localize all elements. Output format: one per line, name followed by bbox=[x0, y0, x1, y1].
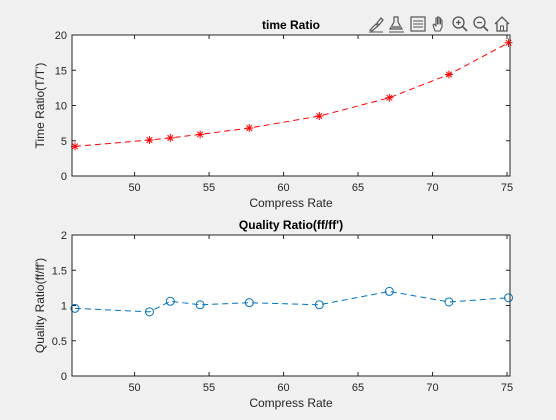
pan-hand-icon bbox=[432, 16, 443, 32]
insert-legend-icon bbox=[410, 16, 426, 32]
data-point bbox=[195, 300, 205, 310]
data-point bbox=[314, 300, 324, 310]
data-point bbox=[165, 296, 175, 306]
data-point bbox=[504, 38, 513, 47]
asterisk-stroke bbox=[246, 124, 253, 132]
y-axis-label: Quality Ratio(ff/ff') bbox=[33, 258, 47, 353]
chart-title: Quality Ratio(ff/ff') bbox=[239, 218, 343, 232]
x-tick-label: 60 bbox=[277, 182, 289, 194]
data-point bbox=[444, 297, 454, 307]
x-tick-label: 75 bbox=[501, 382, 513, 394]
asterisk-stroke bbox=[445, 71, 453, 78]
y-axis-label: Time Ratio(T/T') bbox=[33, 63, 47, 149]
y-tick-label: 0.5 bbox=[52, 336, 67, 348]
data-point bbox=[145, 136, 154, 145]
axes-border bbox=[71, 234, 511, 377]
y-tick-label: 0 bbox=[61, 371, 67, 383]
chart-title: time Ratio bbox=[262, 18, 320, 32]
home-icon bbox=[494, 16, 510, 32]
asterisk-stroke bbox=[167, 134, 174, 142]
data-point bbox=[244, 298, 254, 308]
asterisk-stroke bbox=[146, 136, 153, 144]
axes-2: Quality Ratio(ff/ff') 50 55 60 65 70 75 0 0.5 1 1.… bbox=[33, 218, 513, 410]
y-tick-label: 20 bbox=[55, 30, 67, 42]
data-point bbox=[245, 124, 254, 133]
x-tick-label: 70 bbox=[426, 382, 438, 394]
axes-border bbox=[71, 34, 511, 177]
data-point bbox=[144, 307, 154, 317]
zoom-out-button[interactable] bbox=[471, 14, 491, 34]
x-tick-label: 55 bbox=[203, 182, 215, 194]
y-tick-label: 1 bbox=[61, 301, 67, 313]
y-tick-label: 15 bbox=[55, 65, 67, 77]
axes-1: time Ratio 50 55 60 65 70 75 0 5 10 15 20 Compress R… bbox=[33, 18, 513, 210]
y-tick-label: 1.5 bbox=[52, 265, 67, 277]
x-axis-label: Compress Rate bbox=[249, 196, 333, 210]
x-axis-label: Compress Rate bbox=[249, 396, 333, 410]
asterisk-stroke bbox=[71, 143, 79, 150]
series-line bbox=[74, 290, 509, 313]
data-point bbox=[504, 293, 514, 303]
y-tick-label: 10 bbox=[55, 101, 67, 113]
data-point bbox=[444, 70, 453, 79]
x-tick-label: 75 bbox=[501, 182, 513, 194]
asterisk-stroke bbox=[386, 94, 393, 101]
asterisk-stroke bbox=[196, 131, 204, 138]
home-button[interactable] bbox=[492, 14, 512, 34]
data-point bbox=[384, 286, 394, 296]
zoom-in-button[interactable] bbox=[450, 14, 470, 34]
data-point bbox=[166, 133, 175, 142]
data-point bbox=[315, 112, 324, 121]
x-tick-label: 50 bbox=[128, 182, 140, 194]
y-tick-label: 0 bbox=[61, 171, 67, 183]
x-tick-label: 70 bbox=[426, 182, 438, 194]
x-tick-label: 60 bbox=[277, 382, 289, 394]
data-tips-icon bbox=[388, 16, 404, 33]
plot-area bbox=[72, 235, 510, 376]
x-tick-label: 65 bbox=[352, 382, 364, 394]
y-tick-label: 5 bbox=[61, 136, 67, 148]
axes-toolbar bbox=[366, 14, 512, 34]
x-tick-label: 65 bbox=[352, 182, 364, 194]
plot-area bbox=[72, 35, 510, 176]
data-point bbox=[385, 93, 394, 102]
pan-button[interactable] bbox=[429, 14, 449, 34]
y-tick-label: 2 bbox=[61, 230, 67, 242]
x-tick-label: 50 bbox=[128, 382, 140, 394]
asterisk-stroke bbox=[316, 112, 323, 120]
data-point bbox=[196, 130, 205, 139]
brush-button[interactable] bbox=[366, 14, 386, 34]
data-tips-button[interactable] bbox=[387, 14, 407, 34]
zoom-out-icon bbox=[473, 16, 489, 32]
insert-legend-button[interactable] bbox=[408, 14, 428, 34]
brush-icon bbox=[368, 17, 384, 33]
data-point bbox=[70, 303, 80, 313]
x-tick-label: 55 bbox=[203, 382, 215, 394]
zoom-in-icon bbox=[452, 16, 468, 32]
